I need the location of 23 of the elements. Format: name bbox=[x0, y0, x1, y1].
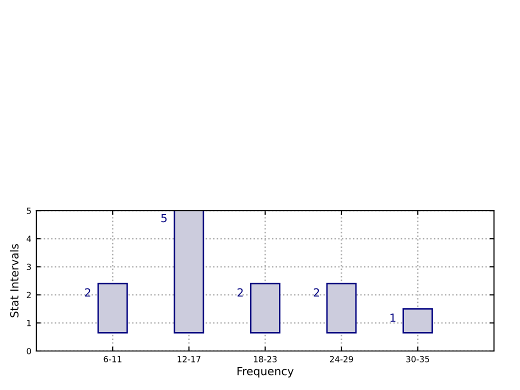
annotation: 2 bbox=[314, 288, 319, 296]
y-tick-label: 1 bbox=[27, 320, 31, 326]
x-axis-title: Frequency bbox=[238, 367, 294, 378]
y-tick-label: 3 bbox=[26, 264, 31, 270]
bar bbox=[326, 282, 357, 334]
x-tick-label: 12-17 bbox=[178, 356, 200, 362]
annotation: 5 bbox=[161, 214, 167, 222]
y-axis-title: Stat Intervals bbox=[10, 244, 19, 318]
y-tick-label: 4 bbox=[26, 236, 32, 242]
annotation: 2 bbox=[238, 288, 243, 296]
x-tick-label: 6-11 bbox=[104, 356, 122, 362]
x-tick-label: 30-35 bbox=[406, 356, 430, 362]
y-tick-label: 5 bbox=[26, 208, 31, 214]
y-tick-label: 0 bbox=[26, 348, 31, 354]
annotation: 2 bbox=[85, 288, 90, 296]
bar bbox=[402, 308, 433, 334]
y-tick-label: 2 bbox=[26, 292, 31, 298]
bar bbox=[174, 210, 204, 334]
bar bbox=[97, 282, 128, 334]
bar bbox=[250, 282, 280, 334]
annotation: 1 bbox=[390, 314, 396, 322]
x-tick-label: 24-29 bbox=[330, 356, 353, 362]
x-tick-label: 18-23 bbox=[254, 356, 277, 362]
